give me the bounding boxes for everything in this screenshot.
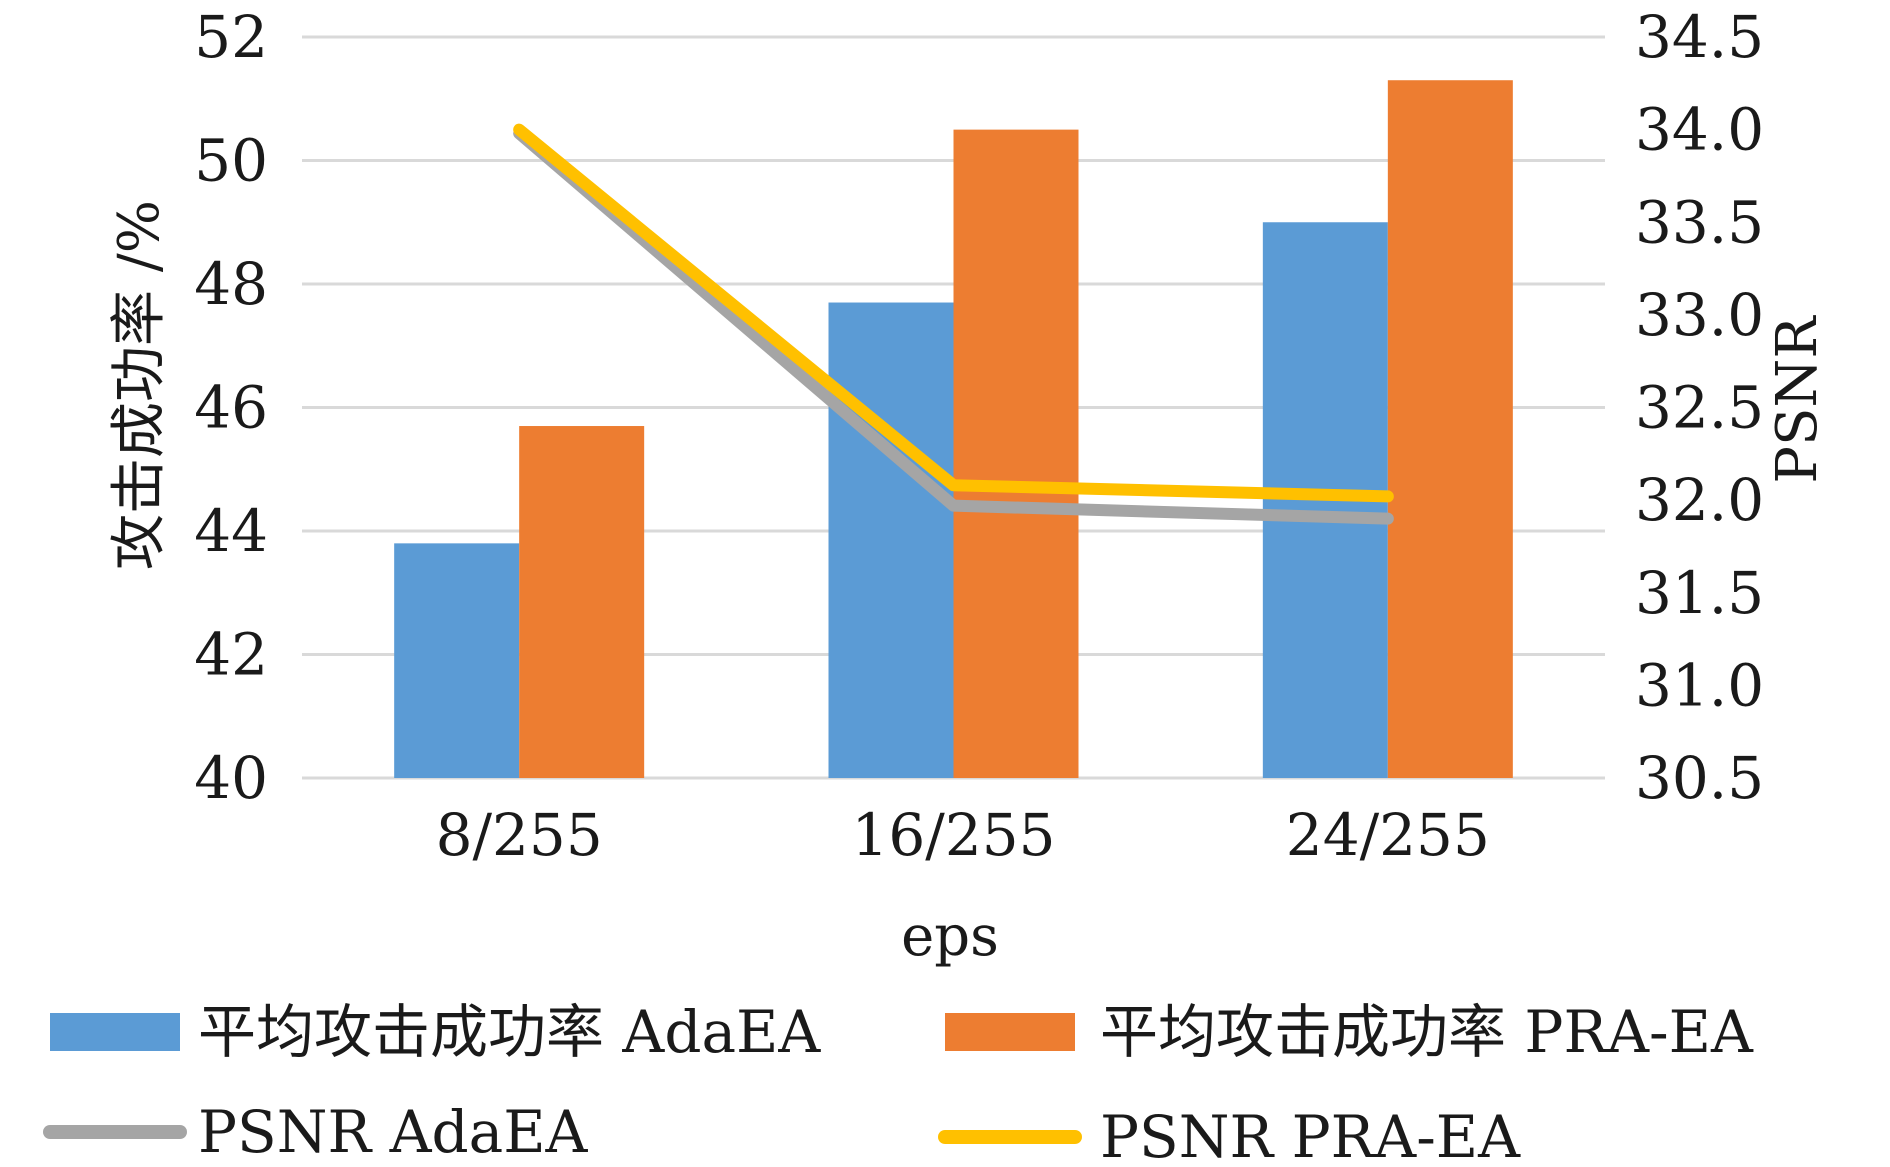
x-axis-ticks: 8/255 16/255 24/255 [436,801,1490,869]
legend-label-praea-psnr: PSNR PRA-EA [1100,1103,1521,1167]
right-tick-label: 32.5 [1635,374,1764,442]
right-tick-label: 34.5 [1635,3,1764,71]
bar-praea-2 [1387,80,1513,779]
x-tick-label: 24/255 [1286,801,1490,869]
left-tick-label: 46 [194,374,268,442]
right-tick-label: 30.5 [1635,744,1764,812]
line-psnr-praea [513,123,1394,503]
bar-praea-0 [519,426,645,778]
legend: 平均攻击成功率 AdaEA 平均攻击成功率 PRA-EA PSNR AdaEA … [43,998,1754,1167]
x-axis-title: eps [901,904,999,969]
left-tick-label: 48 [194,250,268,318]
bar-praea-1 [953,129,1079,778]
right-tick-label: 31.0 [1635,651,1764,719]
right-axis-ticks: 30.5 31.0 31.5 32.0 32.5 33.0 33.5 34.0 34.5 [1635,3,1764,812]
left-axis-ticks: 40 42 44 46 48 50 52 [194,3,268,812]
bar-adaea-0 [394,543,520,778]
right-tick-label: 33.5 [1635,188,1764,256]
left-tick-label: 40 [194,744,268,812]
legend-swatch-adaea-rate [50,1013,180,1051]
bar-adaea-1 [828,302,954,778]
left-tick-label: 44 [194,497,268,565]
legend-label-adaea-rate: 平均攻击成功率 AdaEA [198,998,821,1066]
x-tick-label: 8/255 [436,801,603,869]
left-tick-label: 42 [194,621,268,689]
legend-label-praea-rate: 平均攻击成功率 PRA-EA [1100,998,1754,1066]
legend-swatch-praea-rate [945,1013,1075,1051]
right-tick-label: 33.0 [1635,281,1764,349]
right-tick-label: 32.0 [1635,466,1764,534]
x-tick-label: 16/255 [851,801,1055,869]
left-tick-label: 52 [194,3,268,71]
left-tick-label: 50 [194,127,268,195]
left-axis-title: 攻击成功率 /% [107,200,172,570]
right-tick-label: 31.5 [1635,559,1764,627]
psnr-lines [513,123,1394,525]
line-psnr-adaea [513,127,1394,525]
right-axis-title: PSNR [1765,315,1830,484]
bars [394,80,1513,779]
legend-label-adaea-psnr: PSNR AdaEA [198,1098,589,1166]
right-tick-label: 34.0 [1635,96,1764,164]
